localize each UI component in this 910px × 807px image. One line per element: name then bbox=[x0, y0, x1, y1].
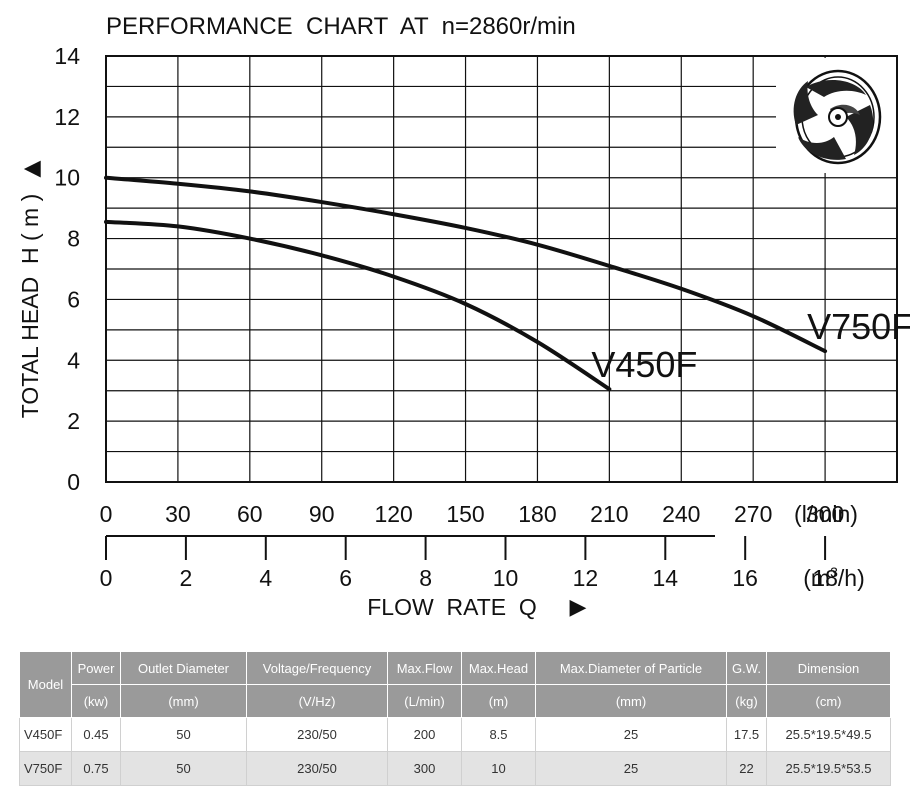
x-tick-label-m3h: 8 bbox=[419, 565, 432, 591]
x-tick-label-lmin: 210 bbox=[590, 501, 628, 527]
unit-dimension: (cm) bbox=[766, 684, 891, 718]
chart-title: PERFORMANCE CHART AT n=2860r/min bbox=[106, 13, 576, 40]
x-tick-label-m3h: 6 bbox=[339, 565, 352, 591]
x-tick-label-lmin: 240 bbox=[662, 501, 700, 527]
x-tick-label-m3h: 14 bbox=[652, 565, 678, 591]
table-header-row: Model Power Outlet Diameter Voltage/Freq… bbox=[19, 651, 891, 718]
cell-max-particle: 25 bbox=[535, 751, 727, 786]
cell-dimension: 25.5*19.5*53.5 bbox=[766, 751, 891, 786]
header-power: Power bbox=[71, 651, 121, 685]
y-axis-label-group: TOTAL HEAD H ( m ) ▲ bbox=[17, 160, 44, 418]
y-tick-label: 12 bbox=[54, 104, 80, 130]
table-unit-row: (kw) (mm) (V/Hz) (L/min) (m) (mm) (kg) (… bbox=[20, 684, 891, 718]
x-tick-labels-lmin: 0 30 60 90 120 150 180 210 240 270 300 bbox=[100, 501, 845, 527]
unit-outlet-diameter: (mm) bbox=[120, 684, 247, 718]
x-tick-label-m3h: 18 bbox=[812, 565, 838, 591]
x-tick-labels-m3h: 0 2 4 6 8 10 12 14 16 18 bbox=[100, 536, 838, 591]
cell-outlet-diameter: 50 bbox=[120, 717, 247, 752]
header-voltage-frequency: Voltage/Frequency bbox=[246, 651, 388, 685]
unit-max-particle: (mm) bbox=[535, 684, 727, 718]
unit-power: (kw) bbox=[71, 684, 121, 718]
spec-table: Model Power Outlet Diameter Voltage/Freq… bbox=[19, 651, 891, 786]
header-max-particle: Max.Diameter of Particle bbox=[535, 651, 727, 685]
chart-grid bbox=[106, 56, 897, 482]
impeller-icon bbox=[776, 58, 896, 173]
cell-gw: 22 bbox=[726, 751, 767, 786]
y-tick-label: 8 bbox=[67, 226, 80, 252]
plot-frame bbox=[105, 55, 898, 483]
x-tick-label-lmin: 300 bbox=[806, 501, 844, 527]
table-row: V450F 0.45 50 230/50 200 8.5 25 17.5 25.… bbox=[19, 717, 891, 752]
x-tick-label-lmin: 60 bbox=[237, 501, 263, 527]
y-tick-label: 6 bbox=[67, 286, 80, 312]
performance-chart: PERFORMANCE CHART AT n=2860r/min 0 2 4 6 8 10… bbox=[17, 13, 910, 620]
x-tick-label-m3h: 4 bbox=[259, 565, 272, 591]
x-tick-label-lmin: 30 bbox=[165, 501, 191, 527]
unit-voltage-frequency: (V/Hz) bbox=[246, 684, 388, 718]
y-axis-label: TOTAL HEAD H ( m ) bbox=[17, 194, 43, 418]
header-model: Model bbox=[19, 651, 72, 718]
cell-power: 0.75 bbox=[71, 751, 121, 786]
x-unit-m3h-suffix: /h) bbox=[838, 565, 865, 591]
y-tick-label: 4 bbox=[67, 347, 80, 373]
x-unit-m3h-prefix: (m bbox=[803, 565, 830, 591]
y-tick-label: 14 bbox=[54, 43, 80, 69]
cell-max-flow: 300 bbox=[387, 751, 462, 786]
x-tick-label-lmin: 180 bbox=[518, 501, 556, 527]
cell-model: V750F bbox=[19, 751, 72, 786]
header-max-head: Max.Head bbox=[461, 651, 536, 685]
unit-gw: (kg) bbox=[726, 684, 767, 718]
series-label-v750f: V750F bbox=[807, 306, 910, 347]
cell-gw: 17.5 bbox=[726, 717, 767, 752]
x-tick-label-lmin: 150 bbox=[446, 501, 484, 527]
x-tick-label-lmin: 270 bbox=[734, 501, 772, 527]
series-line-v750f bbox=[104, 175, 828, 354]
x-tick-label-lmin: 120 bbox=[374, 501, 412, 527]
cell-voltage-frequency: 230/50 bbox=[246, 717, 388, 752]
x-unit-m3h-sup: 3 bbox=[830, 564, 838, 580]
header-gw: G.W. bbox=[726, 651, 767, 685]
x-axis-arrow-icon: ▶ bbox=[570, 595, 587, 620]
cell-max-flow: 200 bbox=[387, 717, 462, 752]
cell-model: V450F bbox=[19, 717, 72, 752]
series-lines: V750F V450F bbox=[104, 175, 910, 392]
header-max-flow: Max.Flow bbox=[387, 651, 462, 685]
x-tick-label-m3h: 16 bbox=[732, 565, 758, 591]
unit-max-head: (m) bbox=[461, 684, 536, 718]
header-dimension: Dimension bbox=[766, 651, 891, 685]
y-tick-label: 0 bbox=[67, 469, 80, 495]
y-tick-label: 2 bbox=[67, 408, 80, 434]
cell-voltage-frequency: 230/50 bbox=[246, 751, 388, 786]
y-tick-labels: 0 2 4 6 8 10 12 14 bbox=[54, 43, 80, 495]
x-tick-label-m3h: 2 bbox=[180, 565, 193, 591]
x-tick-label-lmin: 0 bbox=[100, 501, 113, 527]
x-tick-label-m3h: 0 bbox=[100, 565, 113, 591]
y-axis-arrow-icon: ▲ bbox=[19, 160, 44, 177]
cell-max-head: 10 bbox=[461, 751, 536, 786]
table-row: V750F 0.75 50 230/50 300 10 25 22 25.5*1… bbox=[19, 751, 891, 786]
x-unit-lmin: (l/min) bbox=[794, 501, 858, 527]
x-tick-label-lmin: 90 bbox=[309, 501, 335, 527]
x-axis-label: FLOW RATE Q bbox=[367, 594, 537, 620]
cell-power: 0.45 bbox=[71, 717, 121, 752]
cell-max-particle: 25 bbox=[535, 717, 727, 752]
unit-max-flow: (L/min) bbox=[387, 684, 462, 718]
cell-max-head: 8.5 bbox=[461, 717, 536, 752]
x-tick-label-m3h: 12 bbox=[573, 565, 599, 591]
header-outlet-diameter: Outlet Diameter bbox=[120, 651, 247, 685]
x-unit-m3h: (m3/h) bbox=[803, 564, 864, 591]
x-tick-label-m3h: 10 bbox=[493, 565, 519, 591]
series-label-v450f: V450F bbox=[591, 344, 697, 385]
y-tick-label: 10 bbox=[54, 165, 80, 191]
cell-outlet-diameter: 50 bbox=[120, 751, 247, 786]
series-line-v450f bbox=[104, 219, 612, 392]
cell-dimension: 25.5*19.5*49.5 bbox=[766, 717, 891, 752]
